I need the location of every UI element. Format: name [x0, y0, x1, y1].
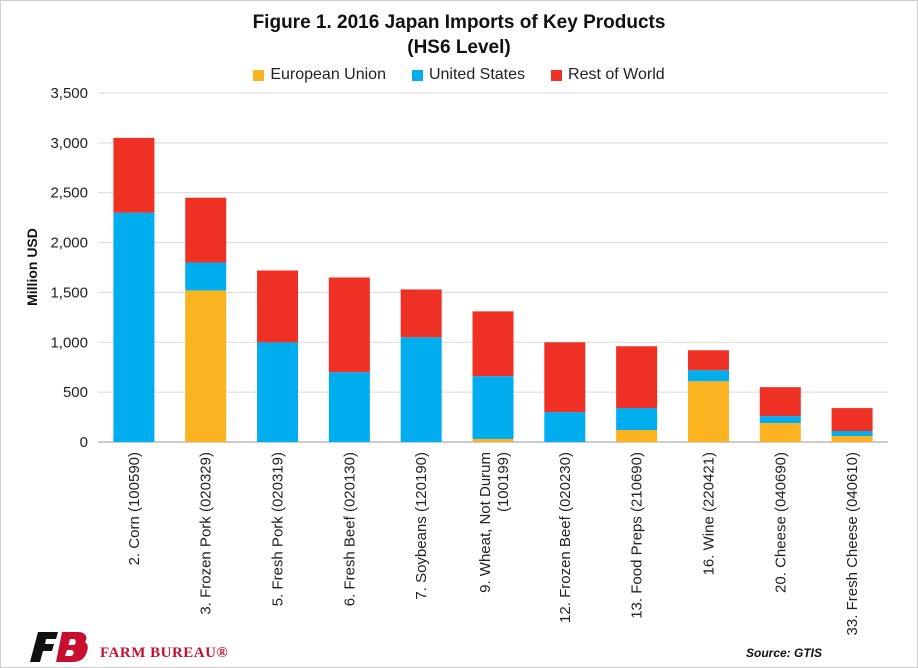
- x-tick-labels: 2. Corn (100590) 3. Frozen Pork (020329) 5…: [126, 452, 861, 635]
- x-tick-label: 16. Wine (220421): [700, 452, 717, 575]
- chart-title: Figure 1. 2016 Japan Imports of Key Prod…: [252, 12, 666, 33]
- y-axis-label: Million USD: [24, 228, 40, 306]
- bar-segment-row: [472, 311, 514, 377]
- bar-segment-row: [113, 137, 155, 213]
- y-tick-label: 0: [80, 434, 88, 451]
- bar-segment-row: [831, 408, 873, 432]
- bar-segment-eu: [472, 439, 514, 442]
- x-tick-label: 9. Wheat, Not Durum(100199): [477, 452, 512, 593]
- bar-segment-eu: [616, 430, 658, 442]
- bar-segment-us: [831, 431, 873, 437]
- y-tick-label: 1,500: [50, 284, 88, 301]
- farm-bureau-logo: FARM BUREAU®: [30, 630, 228, 664]
- bar-segment-eu: [687, 381, 729, 442]
- x-tick-label: 2. Corn (100590): [126, 452, 143, 565]
- chart-legend: European Union United States Rest of Wor…: [0, 66, 918, 84]
- x-tick-label: 7. Soybeans (120190): [413, 452, 430, 600]
- y-tick-label: 3,000: [50, 135, 88, 152]
- bar-segment-row: [687, 350, 729, 371]
- legend-item-eu: European Union: [253, 66, 386, 84]
- legend-item-us: United States: [411, 66, 526, 84]
- bar-segment-eu: [831, 436, 873, 442]
- bar-segment-row: [544, 342, 586, 413]
- legend-label-row: Rest of World: [568, 66, 665, 83]
- x-tick-label: 6. Fresh Beef (020130): [341, 452, 358, 606]
- bar-segment-row: [328, 277, 370, 373]
- legend-swatch-row: [551, 69, 563, 81]
- bar-segment-us: [113, 212, 155, 442]
- bar-segment-us: [328, 372, 370, 442]
- bar-segment-us: [759, 416, 801, 424]
- legend-swatch-us: [411, 69, 423, 81]
- y-tick-label: 500: [63, 384, 88, 401]
- bar-segment-us: [257, 342, 299, 442]
- farm-bureau-emblem-icon: [30, 632, 88, 662]
- x-tick-label: 12. Frozen Beef (020230): [557, 452, 574, 623]
- y-tick-labels: 0 500 1,000 1,500 2,000 2,500 3,000 3,500: [50, 85, 88, 451]
- bar-segment-row: [185, 197, 227, 263]
- bar-segment-us: [185, 262, 227, 291]
- bar-segment-row: [257, 270, 299, 343]
- bar-segment-us: [472, 376, 514, 440]
- x-tick-label: 3. Frozen Pork (020329): [198, 452, 215, 615]
- bar-segment-row: [616, 346, 658, 409]
- bars: [113, 137, 873, 442]
- bar-segment-eu: [185, 290, 227, 442]
- legend-item-row: Rest of World: [551, 66, 665, 84]
- bar-segment-us: [616, 408, 658, 431]
- y-tick-label: 2,000: [50, 235, 88, 252]
- legend-label-us: United States: [428, 66, 526, 83]
- y-tick-label: 2,500: [50, 185, 88, 202]
- legend-swatch-eu: [253, 69, 265, 81]
- logo-text: FARM BUREAU®: [100, 645, 229, 661]
- legend-label-eu: European Union: [270, 66, 386, 83]
- x-tick-label: 13. Food Preps (210690): [629, 452, 646, 619]
- bar-segment-us: [687, 370, 729, 382]
- x-tick-label: 5. Fresh Pork (020319): [270, 452, 287, 606]
- y-tick-label: 3,500: [50, 85, 88, 102]
- bar-segment-us: [544, 412, 586, 442]
- bar-segment-eu: [759, 423, 801, 442]
- bar-segment-us: [400, 337, 442, 442]
- x-tick-label: 33. Fresh Cheese (040610): [844, 452, 861, 635]
- source-note: Source: GTIS: [745, 646, 822, 660]
- bar-segment-row: [400, 289, 442, 338]
- y-tick-label: 1,000: [50, 334, 88, 351]
- chart-subtitle: (HS6 Level): [407, 37, 511, 58]
- bar-segment-row: [759, 387, 801, 417]
- x-tick-label: 20. Cheese (040690): [772, 452, 789, 593]
